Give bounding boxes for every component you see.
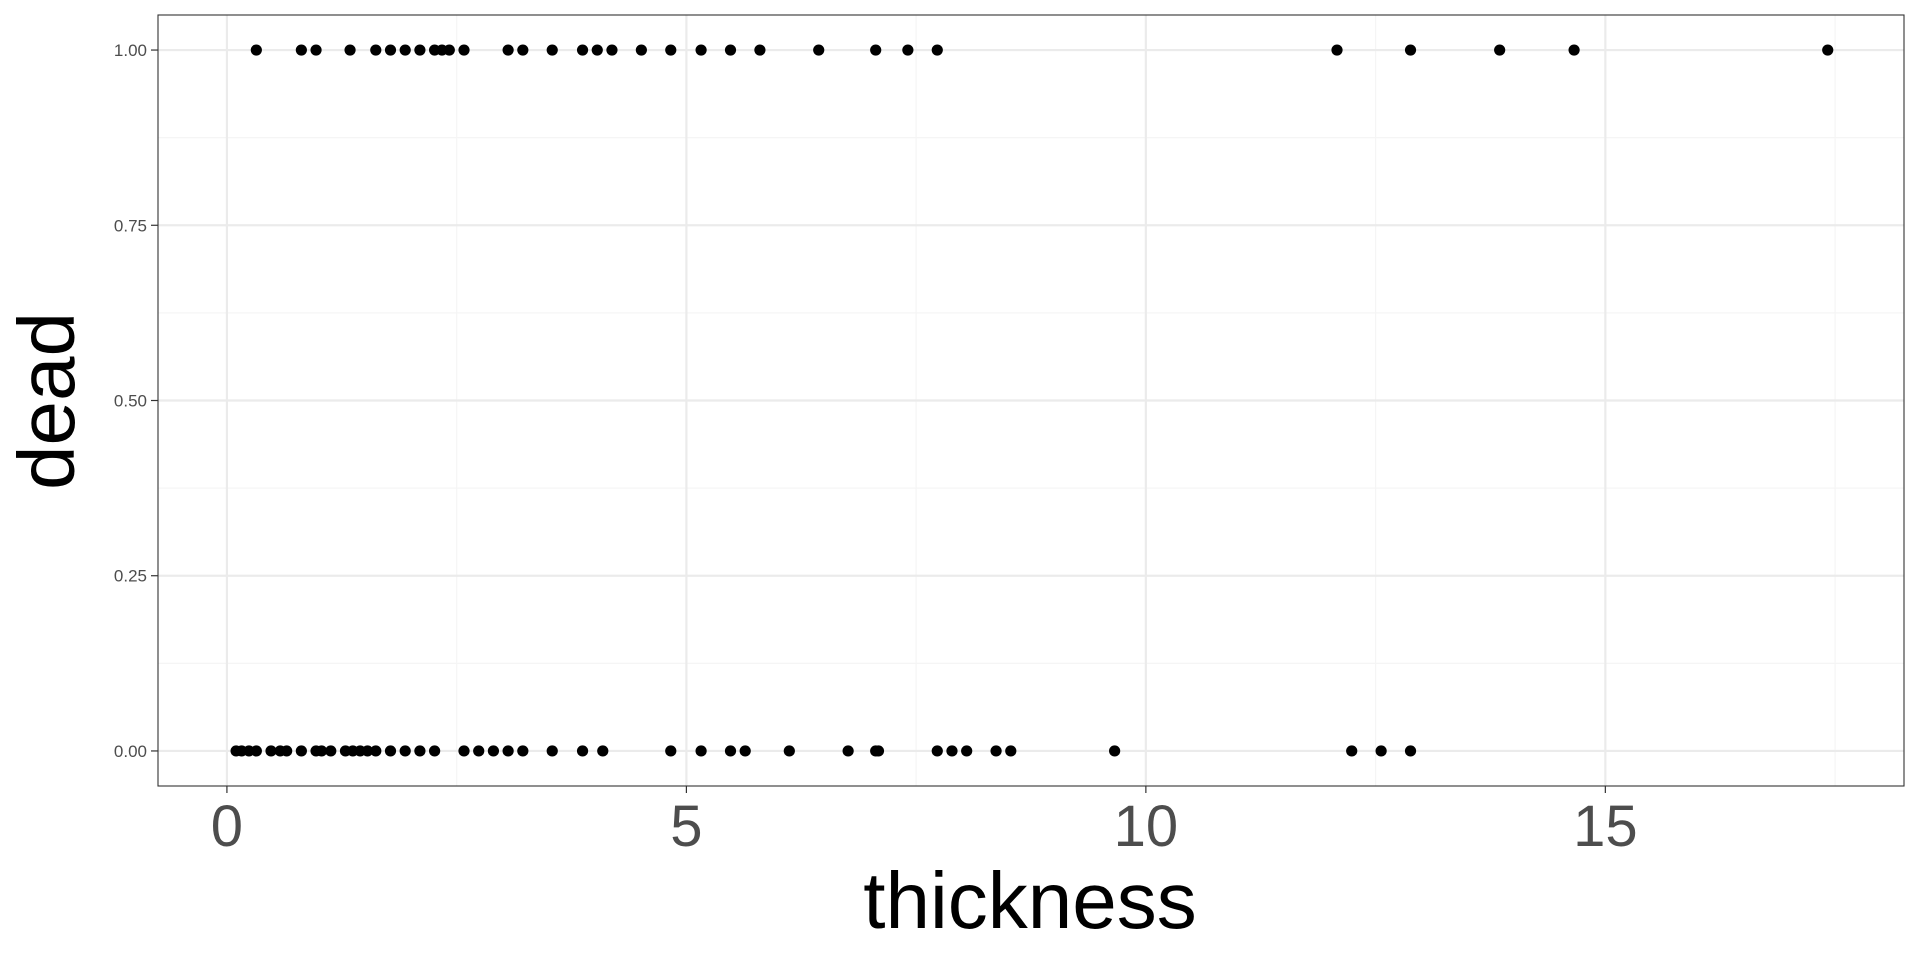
data-point (429, 745, 441, 757)
y-tick-label: 0.00 (114, 742, 147, 761)
data-point (384, 745, 397, 757)
y-tick-label: 0.50 (114, 392, 147, 411)
data-point (546, 44, 558, 56)
data-point (724, 745, 737, 757)
data-point (990, 745, 1002, 757)
data-point (250, 44, 262, 56)
data-point (1494, 44, 1506, 56)
data-point (695, 44, 707, 56)
data-point (739, 745, 751, 757)
data-point (1331, 44, 1343, 56)
data-point (1109, 745, 1121, 757)
data-point (310, 44, 322, 56)
data-point (250, 745, 262, 757)
data-point (487, 745, 500, 757)
data-point (295, 745, 307, 757)
data-point (370, 44, 382, 56)
data-point (384, 44, 397, 56)
data-point (870, 44, 882, 56)
data-point (281, 745, 293, 757)
data-point (295, 44, 307, 56)
y-tick-label: 0.25 (114, 567, 147, 586)
data-points (230, 44, 1834, 757)
data-point (946, 745, 958, 757)
data-point (265, 745, 277, 757)
data-point (961, 745, 973, 757)
data-point (517, 44, 529, 56)
data-point (754, 44, 766, 56)
x-axis-title: thickness (863, 856, 1196, 945)
data-point (1822, 44, 1834, 56)
data-point (635, 44, 647, 56)
data-point (724, 44, 737, 56)
data-point (842, 745, 854, 757)
y-axis-title: dead (2, 312, 91, 490)
x-tick-label: 5 (670, 794, 702, 859)
data-point (597, 745, 609, 757)
data-point (931, 745, 943, 757)
axis-ticks: 0.00 0.25 0.50 0.75 1.00 0 5 10 15 (114, 41, 1638, 859)
y-tick-label: 0.75 (114, 216, 147, 235)
data-point (517, 745, 529, 757)
data-point (458, 745, 470, 757)
x-tick-label: 15 (1573, 794, 1638, 859)
data-point (502, 745, 514, 757)
data-point (902, 44, 914, 56)
data-point (458, 44, 470, 56)
data-point (813, 44, 825, 56)
data-point (931, 44, 943, 56)
data-point (443, 44, 455, 56)
data-point (502, 44, 514, 56)
data-point (606, 44, 618, 56)
data-point (414, 745, 426, 757)
data-point (361, 745, 374, 757)
data-point (344, 44, 356, 56)
data-point (370, 745, 382, 757)
data-point (695, 745, 707, 757)
grid-lines (158, 15, 1904, 786)
data-point (414, 44, 426, 56)
data-point (665, 745, 677, 757)
data-point (576, 745, 589, 757)
x-tick-label: 0 (211, 794, 243, 859)
data-point (591, 44, 603, 56)
data-point (1404, 44, 1417, 56)
y-tick-label: 1.00 (114, 41, 147, 60)
data-point (665, 44, 677, 56)
data-point (315, 745, 328, 757)
data-point (546, 745, 558, 757)
data-point (1404, 745, 1417, 757)
x-tick-label: 10 (1114, 794, 1179, 859)
data-point (872, 745, 885, 757)
data-point (325, 745, 337, 757)
data-point (783, 745, 795, 757)
data-point (399, 745, 411, 757)
data-point (1375, 745, 1387, 757)
data-point (1568, 44, 1580, 56)
data-point (1346, 745, 1358, 757)
data-point (399, 44, 411, 56)
data-point (1005, 745, 1017, 757)
data-point (576, 44, 589, 56)
data-point (473, 745, 485, 757)
